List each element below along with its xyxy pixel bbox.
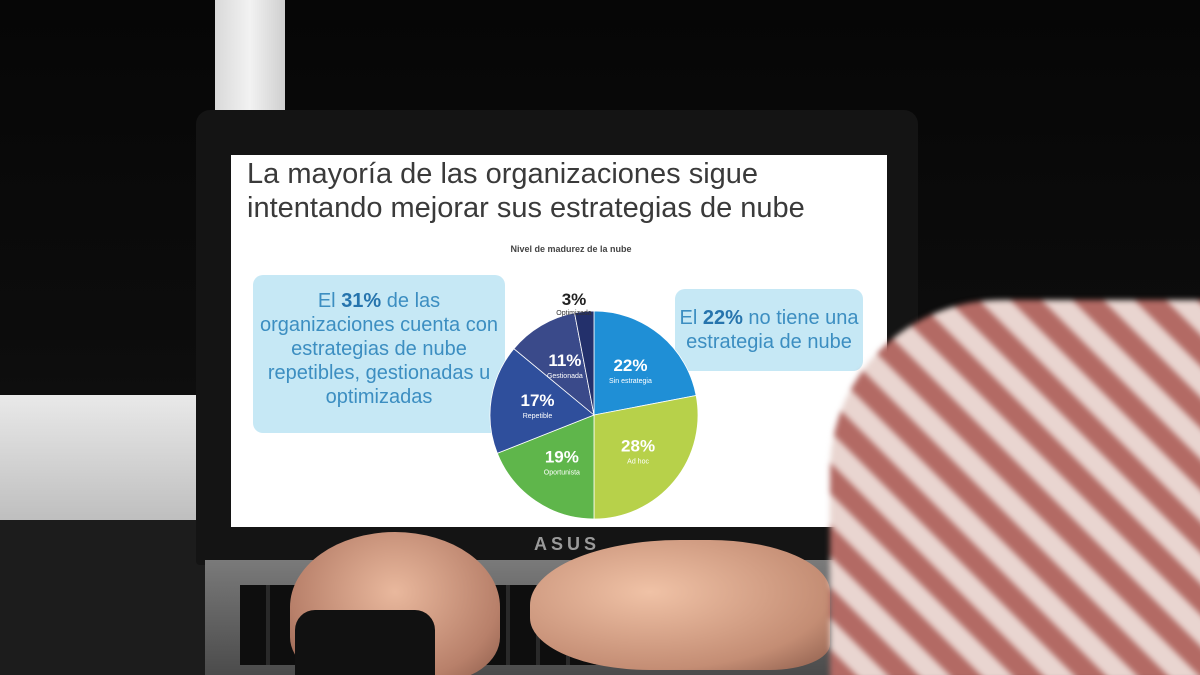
pie-slice-value-label: 3% bbox=[562, 290, 587, 309]
pie-slice-category-label: Gestionada bbox=[547, 373, 583, 380]
pie-slice-optimizada bbox=[574, 310, 595, 416]
slide-title-line-2: intentando mejorar sus estrategias de nu… bbox=[247, 192, 805, 224]
pie-slice-value-label: 22% bbox=[613, 356, 647, 375]
presentation-slide: La mayoría de las organizaciones sigue i… bbox=[231, 155, 887, 527]
pie-slice-gestionada bbox=[513, 312, 595, 417]
callout-right-highlight: 22% bbox=[702, 307, 743, 329]
chart-title: Nivel de madurez de la nube bbox=[510, 244, 632, 254]
pie-slice-repetible bbox=[489, 348, 595, 454]
callout-left-highlight: 31% bbox=[341, 290, 382, 312]
pie-slice-category-label: Oportunista bbox=[544, 469, 580, 476]
pie-slice-category-label: Sin estrategia bbox=[609, 378, 652, 385]
pie-slice-value-label: 11% bbox=[548, 351, 581, 370]
callout-left: El 31% de las organizaciones cuenta con … bbox=[253, 275, 505, 433]
pie-slice-value-label: 19% bbox=[545, 447, 579, 466]
callout-left-post: de las organizaciones cuenta con estrate… bbox=[260, 290, 498, 408]
window-frame bbox=[215, 0, 285, 110]
pie-slice-sin-estrategia bbox=[593, 310, 697, 416]
checkered-sleeve bbox=[830, 300, 1200, 675]
pie-slice-ad-hoc bbox=[593, 395, 699, 520]
pie-slice-value-label: 17% bbox=[520, 391, 554, 410]
callout-left-pre: El bbox=[317, 290, 342, 312]
callout-right-post: no tiene una estrategia de nube bbox=[686, 307, 859, 353]
callout-right-pre: El bbox=[679, 307, 703, 329]
pie-slice-category-label: Repetible bbox=[523, 413, 553, 420]
pie-slice-value-label: 28% bbox=[621, 436, 655, 455]
pie-slice-category-label: Ad hoc bbox=[627, 458, 649, 465]
table-surface-left bbox=[0, 395, 230, 525]
callout-right: El 22% no tiene una estrategia de nube bbox=[675, 289, 863, 371]
pie-slice-category-label: Optimizada bbox=[556, 310, 592, 317]
laptop-brand-logo: ASUS bbox=[533, 534, 600, 554]
slide-title-line-1: La mayoría de las organizaciones sigue bbox=[247, 158, 759, 190]
right-hand bbox=[530, 540, 830, 670]
pie-chart: 22% Sin estrategia 28% Ad hoc 19% Oportunista… bbox=[489, 290, 699, 520]
pie-slice-oportunista bbox=[496, 414, 595, 520]
slide-title: La mayoría de las organizaciones sigue i… bbox=[247, 157, 877, 225]
wrist-watch bbox=[295, 610, 435, 675]
